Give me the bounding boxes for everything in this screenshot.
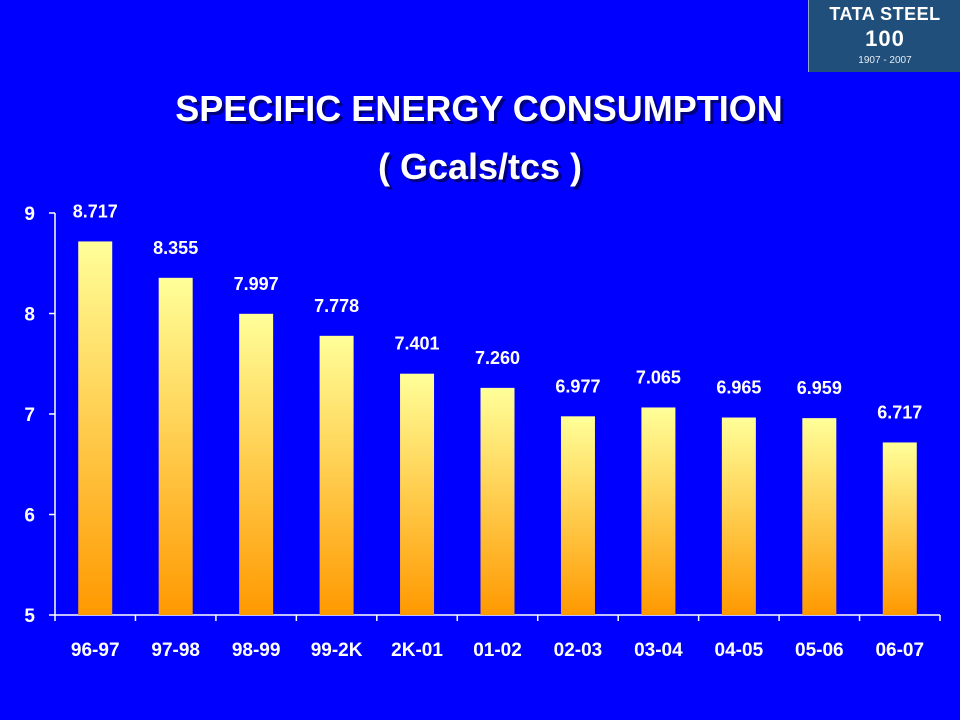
x-tick-label: 04-05 (715, 640, 764, 661)
tata-steel-logo: TATA STEEL 100 1907 - 2007 (808, 0, 960, 72)
y-tick-label: 6 (24, 506, 35, 527)
bar (480, 387, 515, 615)
bar (239, 313, 274, 615)
bar (802, 418, 837, 615)
bar (78, 241, 113, 615)
bar-value-label: 6.965 (716, 378, 761, 398)
x-tick-label: 2K-01 (391, 640, 443, 661)
bar-value-label: 8.355 (153, 238, 198, 258)
x-tick-label: 06-07 (875, 640, 924, 661)
x-tick-label: 02-03 (554, 640, 603, 661)
y-tick-label: 9 (24, 204, 35, 225)
chart-subtitle-text: ( Gcals/tcs ) (377, 146, 583, 187)
chart-title: SPECIFIC ENERGY CONSUMPTION (0, 88, 959, 130)
bar-value-label: 7.997 (234, 274, 279, 294)
x-tick-label: 96-97 (71, 640, 120, 661)
bar (400, 373, 435, 615)
y-tick-label: 5 (24, 606, 35, 627)
x-tick-label: 05-06 (795, 640, 844, 661)
x-tick-label: 97-98 (151, 640, 200, 661)
bar-value-label: 7.260 (475, 348, 520, 368)
bar (319, 335, 354, 615)
bar (882, 442, 917, 615)
y-tick-label: 8 (24, 305, 35, 326)
chart-title-text: SPECIFIC ENERGY CONSUMPTION (175, 88, 783, 129)
bar-value-label: 8.717 (73, 201, 118, 221)
bar-value-label: 6.717 (877, 402, 922, 422)
bar-value-label: 7.065 (636, 367, 681, 387)
bar (641, 407, 676, 615)
x-tick-label: 01-02 (473, 640, 522, 661)
logo-centenary: 100 (865, 26, 905, 51)
y-tick-label: 7 (24, 405, 35, 426)
bar-value-label: 7.401 (395, 334, 440, 354)
bar (721, 417, 756, 615)
bar (560, 416, 595, 615)
bar (158, 277, 193, 615)
x-tick-label: 98-99 (232, 640, 281, 661)
chart-subtitle: ( Gcals/tcs ) (0, 146, 960, 188)
x-tick-label: 03-04 (634, 640, 683, 661)
bar-value-label: 7.778 (314, 296, 359, 316)
logo-name: TATA STEEL (829, 4, 941, 24)
bar-value-label: 6.959 (797, 378, 842, 398)
x-tick-label: 99-2K (311, 640, 363, 661)
logo-years: 1907 - 2007 (858, 55, 912, 66)
bar-value-label: 6.977 (555, 376, 600, 396)
